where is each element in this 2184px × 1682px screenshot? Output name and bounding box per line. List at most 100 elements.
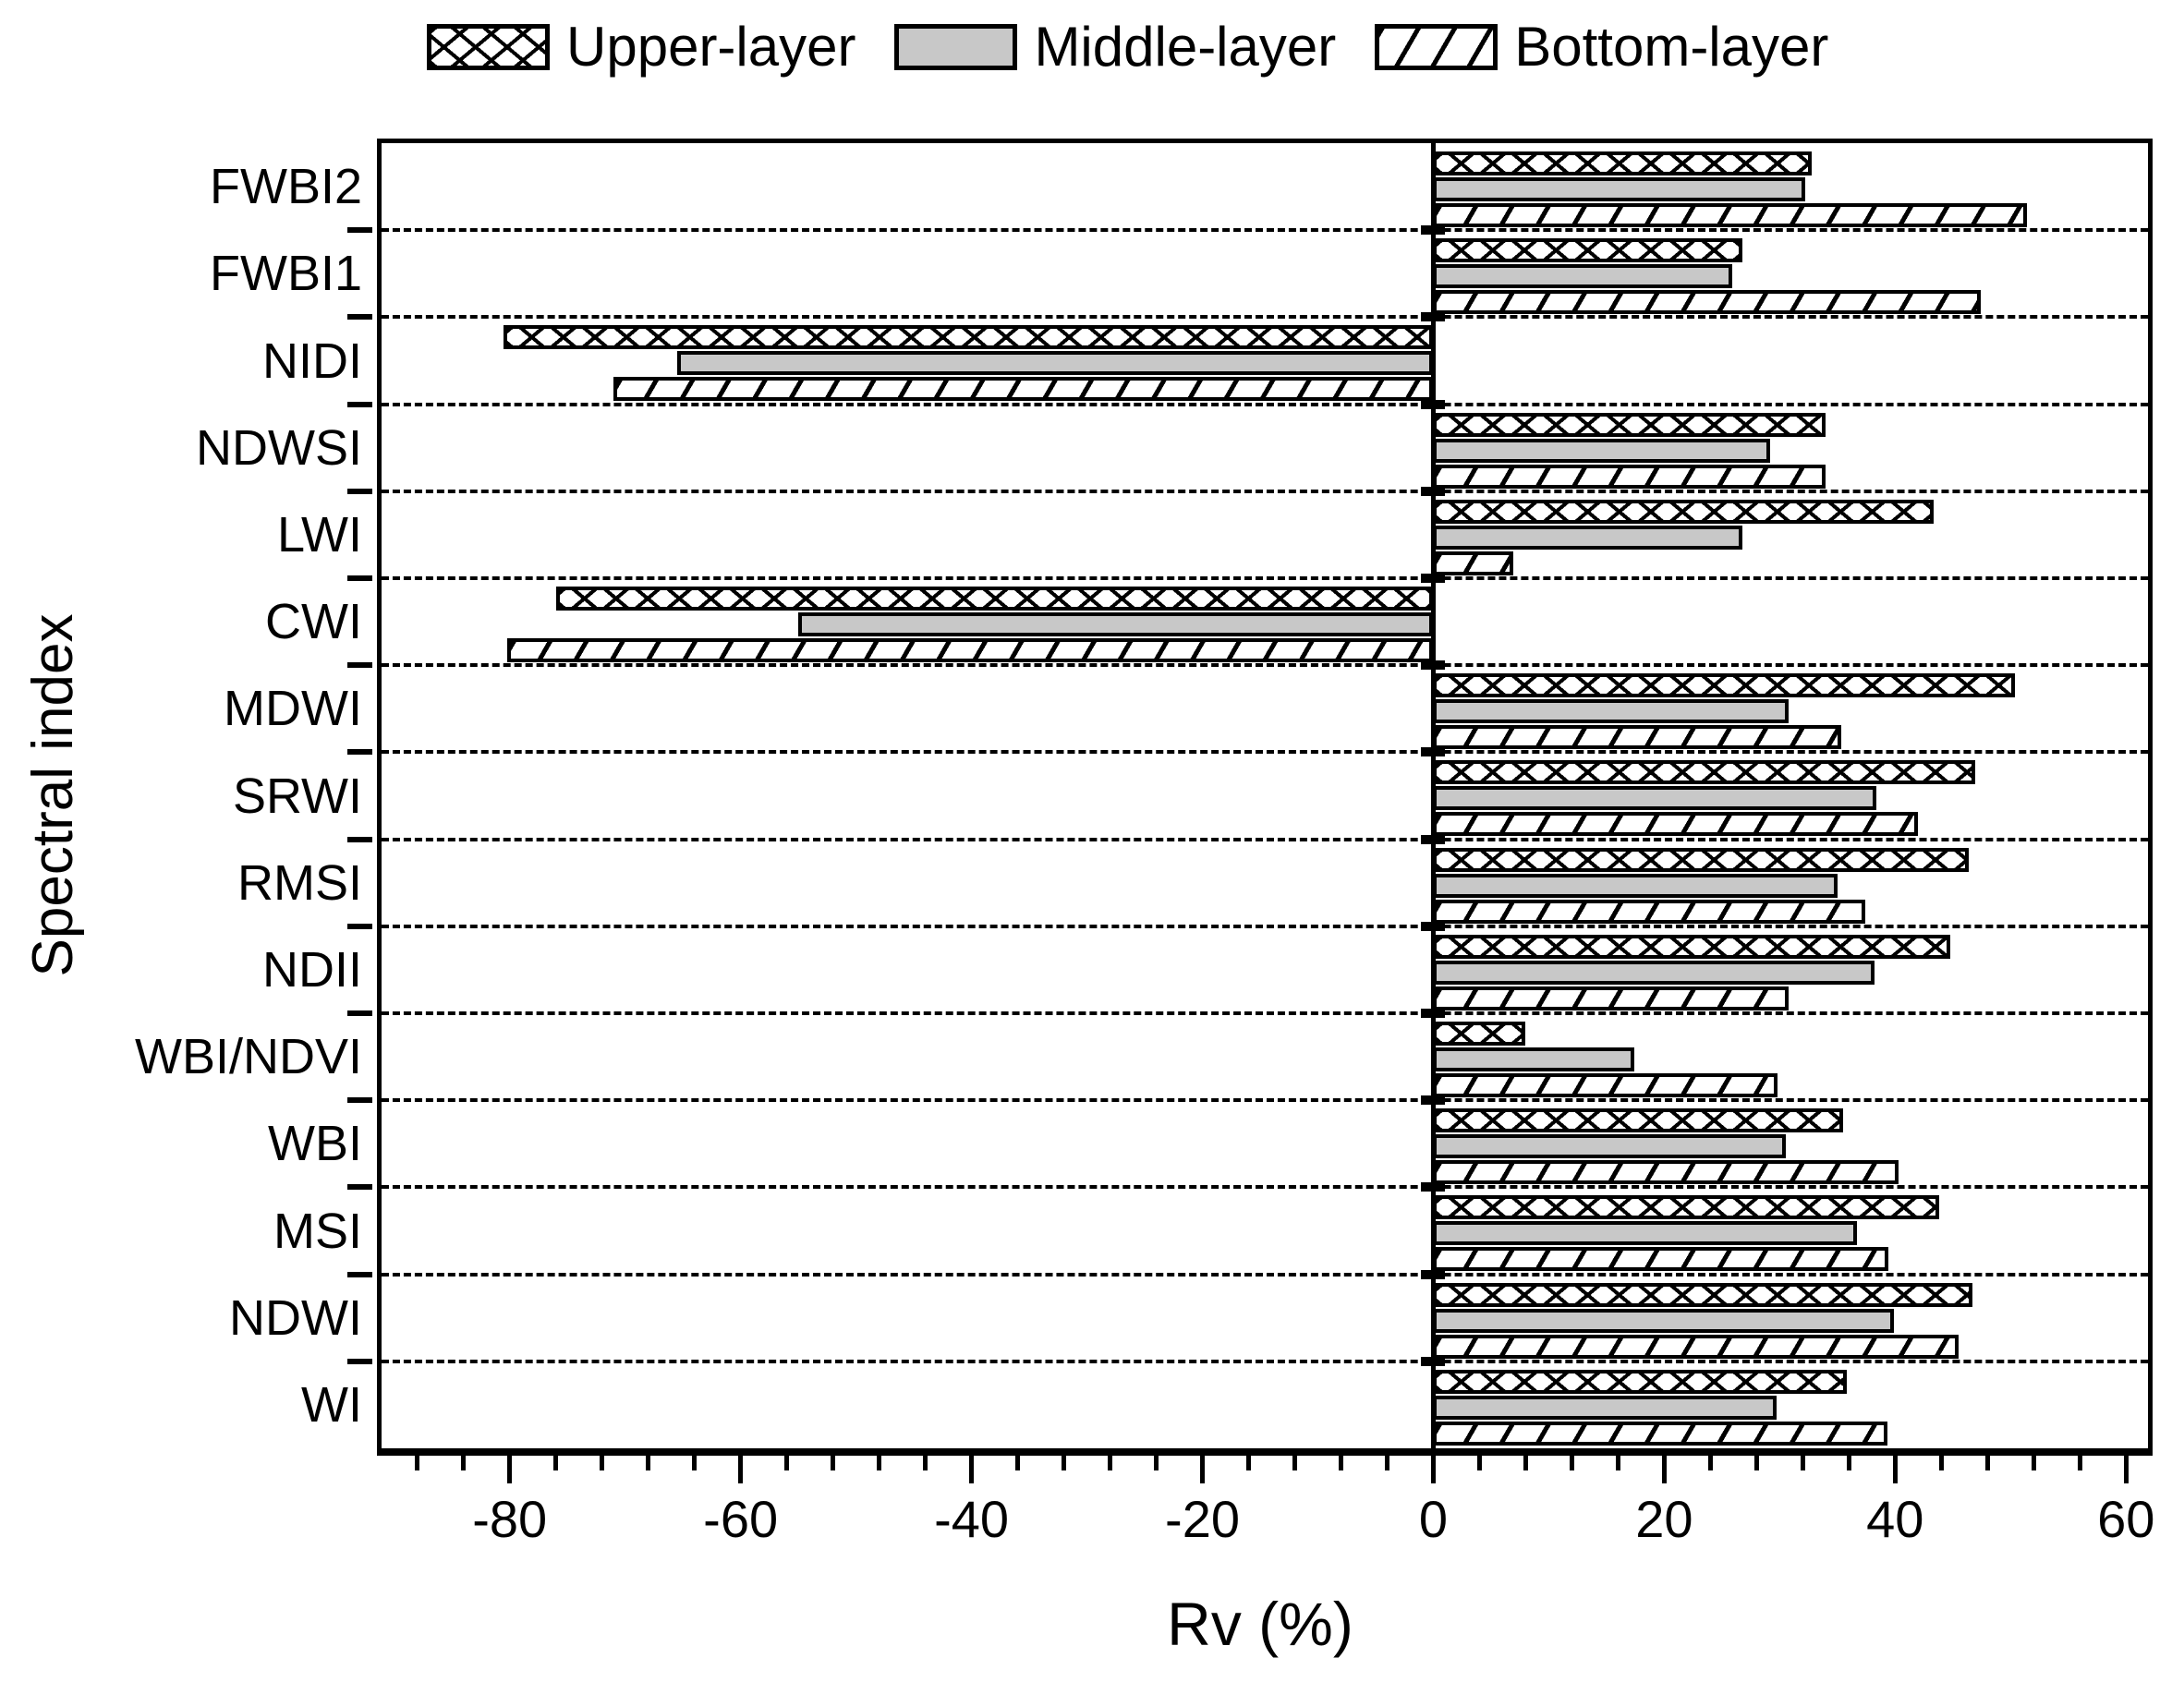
bar-nidi-upper-layer	[504, 325, 1434, 350]
bar-wi-middle-layer	[1433, 1395, 1777, 1420]
zero-axis-boundary-tick	[1421, 574, 1446, 583]
x-axis-minor-tick	[1615, 1456, 1620, 1470]
left-spine-tick	[347, 749, 372, 756]
category-separator-line	[382, 1011, 2148, 1015]
bar-wi-upper-layer	[1433, 1369, 1847, 1394]
bar-cwi-upper-layer	[555, 587, 1434, 611]
zero-axis-boundary-tick	[1421, 486, 1446, 496]
category-label-ndwsi: NDWSI	[196, 419, 362, 476]
bar-wbi-bottom-layer	[1433, 1160, 1899, 1185]
x-axis-minor-tick	[1569, 1456, 1574, 1470]
zero-axis-boundary-tick	[1421, 225, 1446, 236]
x-axis-minor-tick	[923, 1456, 928, 1470]
category-label-wi: WI	[301, 1376, 362, 1433]
category-label-msi: MSI	[273, 1203, 362, 1259]
category-label-srwi: SRWI	[232, 768, 362, 824]
left-spine-tick	[347, 314, 372, 321]
x-axis-title: Rv (%)	[1167, 1590, 1353, 1658]
bar-nidi-middle-layer	[676, 351, 1434, 376]
zero-axis-boundary-tick	[1421, 1182, 1446, 1192]
legend-item-bottom-layer: Bottom-layer	[1375, 13, 1828, 81]
bar-cwi-middle-layer	[798, 612, 1434, 636]
x-axis-minor-tick	[1154, 1456, 1159, 1470]
bar-mdwi-middle-layer	[1433, 699, 1790, 724]
left-spine-tick	[347, 227, 372, 234]
x-axis-major-tick	[969, 1456, 975, 1483]
category-label-nidi: NIDI	[262, 333, 362, 389]
bar-ndwi-upper-layer	[1433, 1282, 1973, 1307]
left-spine-tick	[347, 662, 372, 669]
legend-label-upper-layer: Upper-layer	[566, 16, 856, 78]
bar-srwi-upper-layer	[1433, 760, 1975, 785]
bar-ndwsi-middle-layer	[1433, 438, 1771, 463]
left-spine-tick	[347, 836, 372, 842]
category-label-rmsi: RMSI	[237, 854, 362, 911]
left-spine-tick	[347, 1097, 372, 1104]
x-axis-minor-tick	[415, 1456, 420, 1470]
category-label-fwbi1: FWBI1	[209, 246, 362, 302]
category-separator-line	[382, 924, 2148, 928]
x-tick-label: -20	[1165, 1490, 1240, 1548]
zero-axis-boundary-tick	[1421, 312, 1446, 322]
bar-wbi-ndvi-upper-layer	[1433, 1022, 1526, 1046]
bar-ndwsi-upper-layer	[1433, 412, 1826, 437]
category-separator-line	[382, 837, 2148, 841]
x-axis-minor-tick	[692, 1456, 698, 1470]
diagonal-swatch-icon	[1375, 24, 1498, 70]
x-axis-minor-tick	[1015, 1456, 1021, 1470]
x-axis-minor-tick	[2077, 1456, 2082, 1470]
x-tick-label: 60	[2097, 1490, 2155, 1548]
category-separator-line	[382, 402, 2148, 406]
bar-mdwi-bottom-layer	[1433, 725, 1841, 750]
x-axis-minor-tick	[784, 1456, 790, 1470]
bar-wbi-upper-layer	[1433, 1108, 1844, 1133]
x-axis-minor-tick	[461, 1456, 467, 1470]
category-separator-line	[382, 489, 2148, 493]
category-separator-line	[382, 315, 2148, 320]
category-separator-line	[382, 1359, 2148, 1363]
x-axis-minor-tick	[2031, 1456, 2036, 1470]
bar-fwbi1-upper-layer	[1433, 238, 1743, 263]
x-tick-label: -40	[934, 1490, 1010, 1548]
category-separator-line	[382, 1272, 2148, 1277]
bar-wbi-middle-layer	[1433, 1134, 1786, 1159]
bar-msi-upper-layer	[1433, 1195, 1939, 1220]
bar-msi-bottom-layer	[1433, 1247, 1888, 1272]
x-axis-minor-tick	[1338, 1456, 1343, 1470]
crosshatch-swatch-icon	[427, 24, 550, 70]
bar-ndwsi-bottom-layer	[1433, 464, 1826, 489]
zero-axis-boundary-tick	[1421, 834, 1446, 844]
bar-fwbi2-middle-layer	[1433, 177, 1805, 201]
category-separator-line	[382, 228, 2148, 233]
x-tick-label: 0	[1418, 1490, 1449, 1548]
zero-axis-boundary-tick	[1421, 1269, 1446, 1279]
legend-label-bottom-layer: Bottom-layer	[1514, 16, 1829, 78]
category-separator-line	[382, 750, 2148, 755]
bar-fwbi2-upper-layer	[1433, 151, 1813, 175]
bar-ndwi-bottom-layer	[1433, 1334, 1960, 1359]
zero-axis-boundary-tick	[1421, 1356, 1446, 1366]
category-separator-line	[382, 1098, 2148, 1103]
zero-axis-boundary-tick	[1421, 1095, 1446, 1106]
left-spine-tick	[347, 1271, 372, 1277]
legend-item-upper-layer: Upper-layer	[427, 13, 855, 81]
legend-label-middle-layer: Middle-layer	[1034, 16, 1337, 78]
bar-rmsi-middle-layer	[1433, 873, 1838, 898]
bar-ndii-middle-layer	[1433, 960, 1875, 985]
x-axis-minor-tick	[1846, 1456, 1851, 1470]
bar-lwi-middle-layer	[1433, 525, 1743, 550]
x-axis-major-tick	[2123, 1456, 2129, 1483]
bar-srwi-bottom-layer	[1433, 812, 1919, 837]
category-label-mdwi: MDWI	[224, 681, 362, 737]
x-axis-minor-tick	[1984, 1456, 1990, 1470]
x-axis-minor-tick	[1246, 1456, 1251, 1470]
bar-msi-middle-layer	[1433, 1221, 1858, 1246]
bar-cwi-bottom-layer	[507, 638, 1434, 662]
category-separator-line	[382, 663, 2148, 668]
zero-axis-boundary-tick	[1421, 399, 1446, 409]
x-axis-minor-tick	[1707, 1456, 1713, 1470]
bar-ndii-upper-layer	[1433, 934, 1951, 959]
legend: Upper-layer Middle-layer Bottom-layer	[427, 13, 1828, 81]
x-axis-minor-tick	[646, 1456, 651, 1470]
